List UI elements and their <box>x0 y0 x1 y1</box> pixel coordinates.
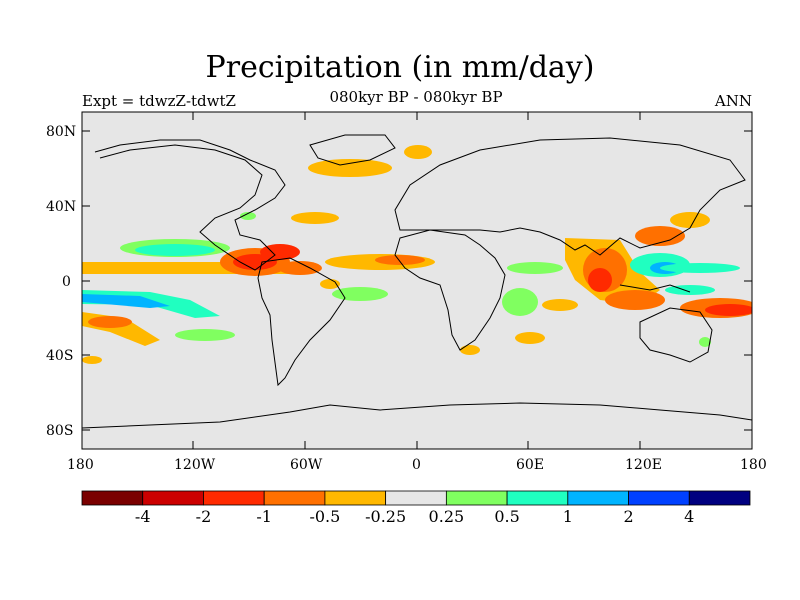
coastlines <box>82 134 752 429</box>
season-label: ANN <box>714 92 752 110</box>
map-title: Precipitation (in mm/day) <box>205 50 595 85</box>
anomaly-patch <box>507 262 563 274</box>
colorbar-label: -0.5 <box>309 507 341 526</box>
colorbar-label: 0.25 <box>428 507 465 526</box>
anomaly-patch <box>320 279 340 289</box>
lat-label-40s: 40S <box>46 348 74 364</box>
anomaly-patch <box>240 212 256 220</box>
colorbar-swatch <box>385 490 447 506</box>
anomaly-patch <box>665 285 715 295</box>
anomaly-patch <box>515 332 545 344</box>
colorbar-swatch <box>445 490 508 506</box>
precipitation-anomaly-field <box>82 145 752 364</box>
coastline-north-america <box>94 139 286 271</box>
anomaly-patch <box>670 212 710 228</box>
lon-label-0: 0 <box>412 457 421 473</box>
lat-label-40n: 40N <box>46 199 77 215</box>
axis-ticks <box>82 112 752 449</box>
anomaly-patch <box>308 159 392 177</box>
anomaly-patch <box>88 316 132 328</box>
anomaly-patch <box>502 288 538 316</box>
anomaly-patch <box>460 345 480 355</box>
colorbar-swatch <box>628 490 690 506</box>
lat-label-80s: 80S <box>46 423 74 439</box>
map-background <box>82 112 752 449</box>
anomaly-patch <box>135 244 215 256</box>
anomaly-patch <box>233 254 277 270</box>
colorbar-label: -1 <box>256 507 272 526</box>
coastline-africa <box>394 229 506 351</box>
anomaly-patch <box>588 268 612 292</box>
anomaly-patch <box>82 294 170 308</box>
colorbar <box>81 490 751 506</box>
colorbar-label: 2 <box>623 507 634 526</box>
coastline-antarctica <box>82 402 752 429</box>
coastline-indonesia <box>619 284 691 293</box>
anomaly-patch <box>375 255 425 265</box>
anomaly-patch <box>332 287 388 301</box>
anomaly-patch <box>660 263 740 273</box>
colorbar-swatch <box>263 490 326 506</box>
colorbar-swatch <box>506 490 569 506</box>
colorbar-label: 1 <box>562 507 573 526</box>
colorbar-swatch <box>324 490 387 506</box>
lat-label-80n: 80N <box>46 124 77 140</box>
experiment-label: Expt = tdwzZ-tdwtZ <box>82 92 236 110</box>
colorbar-swatch <box>688 490 751 506</box>
coastline-greenland <box>309 134 396 166</box>
colorbar-swatch <box>81 490 144 506</box>
colorbar-swatch <box>142 490 204 506</box>
lon-label-60e: 60E <box>516 457 545 473</box>
colorbar-label: -4 <box>134 507 151 526</box>
colorbar-swatch <box>203 490 265 506</box>
lon-label-120e: 120E <box>625 457 662 473</box>
colorbar-label: -2 <box>195 507 212 526</box>
anomaly-patch <box>404 145 432 159</box>
coastline-south-america <box>257 257 346 387</box>
lon-label-180e: 180 <box>740 457 767 473</box>
anomaly-patch <box>175 329 235 341</box>
period-label: 080kyr BP - 080kyr BP <box>329 88 503 106</box>
coastline-eurasia <box>394 137 746 256</box>
anomaly-patch <box>542 299 578 311</box>
lon-label-60w: 60W <box>290 457 323 473</box>
anomaly-patch <box>278 261 322 275</box>
anomaly-patch <box>291 212 339 224</box>
anomaly-patch <box>699 337 711 347</box>
lat-label-0: 0 <box>62 274 71 290</box>
colorbar-label: 4 <box>684 507 695 526</box>
anomaly-patch <box>260 244 300 260</box>
colorbar-label: 0.5 <box>494 507 520 526</box>
colorbar-label: -0.25 <box>365 507 407 526</box>
anomaly-patch <box>635 226 685 246</box>
anomaly-patch <box>605 290 665 310</box>
lon-label-180w: 180 <box>67 457 94 473</box>
coastline-australia <box>639 307 713 363</box>
anomaly-patch <box>82 356 102 364</box>
colorbar-swatch <box>567 490 629 506</box>
anomaly-patch <box>705 304 752 316</box>
lon-label-120w: 120W <box>174 457 216 473</box>
